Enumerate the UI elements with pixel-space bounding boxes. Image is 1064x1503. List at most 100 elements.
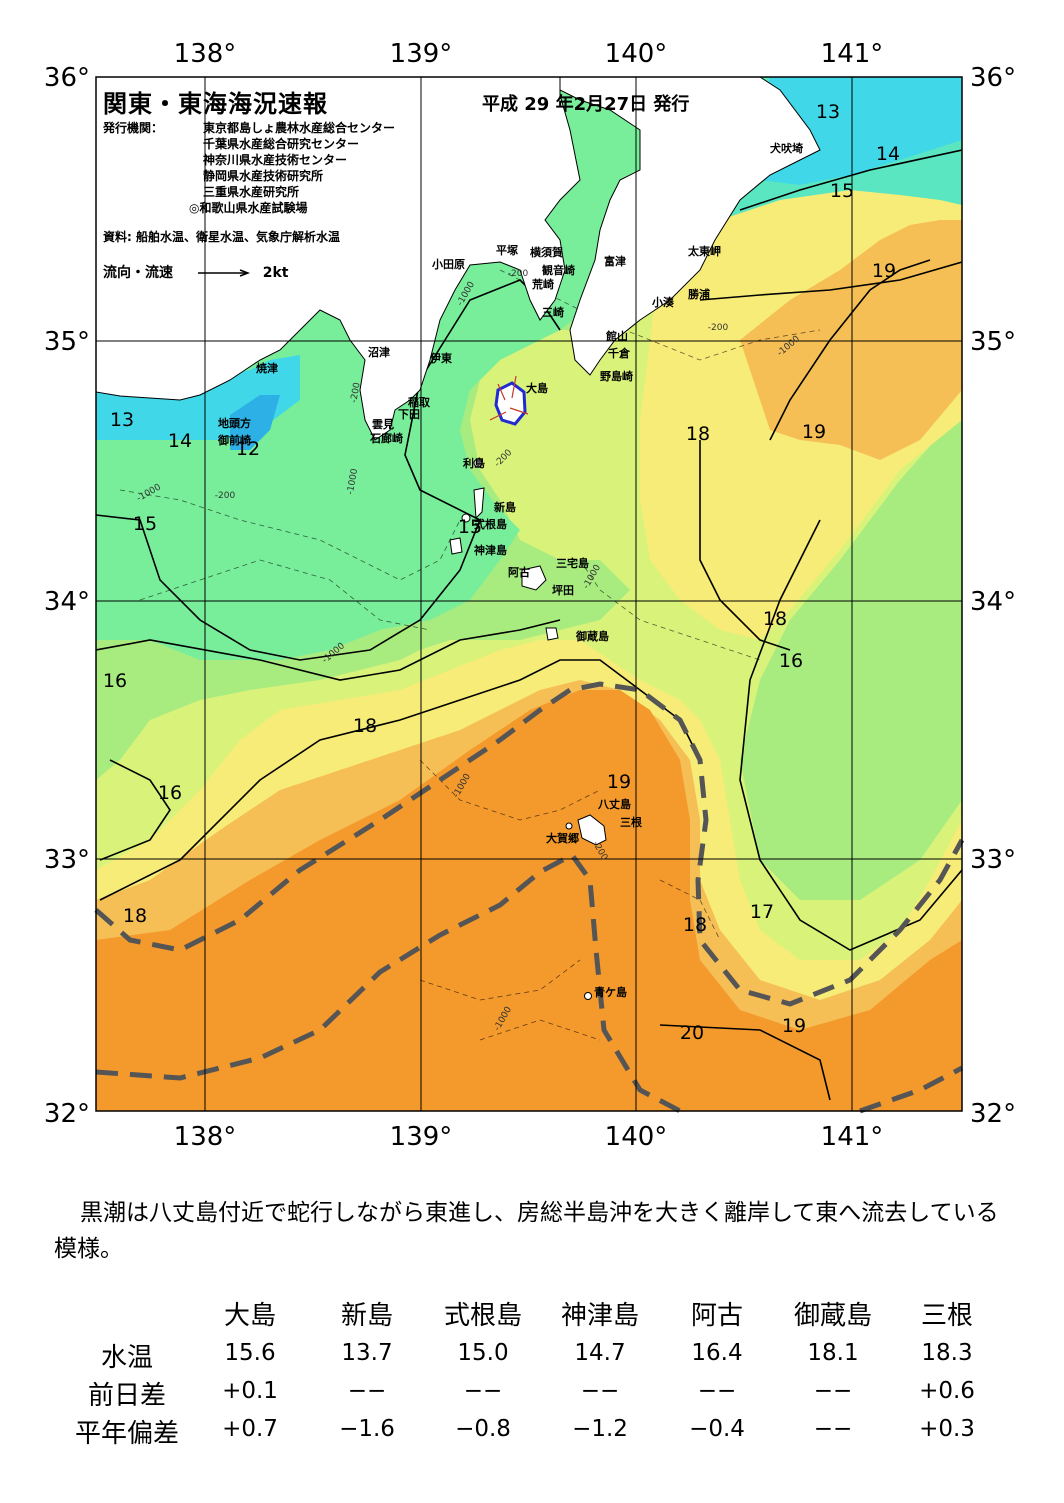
table-cell: 14.7 — [574, 1340, 626, 1366]
row-label: 水温 — [100, 1343, 153, 1373]
table-cell: 18.3 — [921, 1340, 973, 1366]
place-label: 下田 — [398, 408, 420, 421]
isotherm-label: 18 — [123, 905, 147, 927]
place-label: 太東岬 — [687, 244, 721, 258]
isotherm-label: 15 — [133, 513, 157, 535]
isotherm-label: 18 — [763, 608, 787, 630]
column-header: 阿古 — [690, 1301, 743, 1331]
place-label: 小湊 — [651, 295, 674, 309]
table-cell: 18.1 — [807, 1340, 859, 1366]
band-16c-east — [740, 410, 962, 900]
table-cell: +0.6 — [919, 1378, 975, 1404]
table-cell: 13.7 — [341, 1340, 393, 1366]
land-masses — [95, 76, 821, 1000]
place-label: 平塚 — [496, 243, 518, 257]
kanto-miura — [95, 76, 581, 441]
mikurajima-island — [545, 627, 559, 641]
depth-label: -200 — [708, 323, 729, 333]
depth-label: -200 — [508, 269, 529, 279]
lon-labels-bottom: 138° 139° 140° 141° — [174, 1122, 884, 1152]
isotherm-label: 19 — [802, 421, 826, 443]
column-header: 神津島 — [560, 1301, 639, 1331]
lon-label-138-bottom: 138° — [174, 1122, 237, 1152]
flow-legend: 流向・流速 2kt — [103, 262, 289, 282]
table-header-row: 大島 新島 式根島 神津島 阿古 御蔵島 三根 — [0, 1295, 1064, 1335]
lat-label-32-left: 32° — [44, 1099, 90, 1129]
place-label: 石廊崎 — [369, 431, 403, 445]
data-source: 資料: 船舶水温、衛星水温、気象庁解析水温 — [103, 230, 340, 244]
lat-labels-left: 36° 35° 34° 33° 32° — [44, 63, 90, 1129]
isotherm-label: 20 — [680, 1022, 704, 1044]
isotherm-label: 15 — [830, 180, 854, 202]
issuer-item: 千葉県水産総合研究センター — [203, 137, 360, 151]
table-cell: +0.1 — [222, 1378, 278, 1404]
place-label: 地頭方 — [218, 416, 251, 430]
place-label: 稲取 — [408, 395, 430, 409]
lat-label-35-right: 35° — [970, 327, 1016, 357]
depth-label: -200 — [215, 491, 236, 501]
place-label: 焼津 — [256, 361, 278, 375]
place-label: 千倉 — [608, 346, 631, 360]
legend-arrow-icon — [197, 269, 250, 277]
place-label: 伊東 — [429, 351, 453, 365]
map-canvas: 138° 139° 140° 141° 138° 139° 140° 141° … — [44, 39, 1016, 1152]
summary-text: 黒潮は八丈島付近で蛇行しながら東進し、房総半島沖を大きく離岸して東へ流去している… — [54, 1200, 999, 1262]
isotherm-labels: 13 14 15 19 13 14 12 18 19 15 15 18 16 1… — [103, 101, 900, 1044]
table-cell: −− — [813, 1416, 853, 1442]
column-header: 大島 — [223, 1301, 276, 1331]
map-title: 関東・東海海況速報 — [103, 90, 328, 118]
map-frame — [95, 76, 963, 1112]
place-label: 青ケ島 — [594, 985, 627, 999]
isotherm-label: 14 — [168, 430, 192, 452]
lat-label-34-left: 34° — [44, 587, 90, 617]
isotherm-label: 16 — [158, 782, 182, 804]
place-label: 横須賀 — [530, 245, 563, 259]
column-header: 三根 — [920, 1301, 973, 1331]
lon-label-138-top: 138° — [174, 39, 237, 69]
place-label: 御前崎 — [217, 433, 251, 447]
place-label: 式根島 — [474, 517, 507, 531]
issue-date: 平成 29 年2月27日 発行 — [482, 94, 690, 115]
isotherm-label: 18 — [686, 423, 710, 445]
band-19c-north — [740, 220, 962, 460]
place-label: 犬吠埼 — [770, 141, 803, 155]
depth-contours — [119, 269, 821, 1041]
band-20c-inner — [96, 840, 700, 1111]
band-12c-west — [230, 395, 280, 450]
lat-label-36-left: 36° — [44, 63, 90, 93]
table-cell: −0.8 — [455, 1416, 511, 1442]
lat-labels-right: 36° 35° 34° 33° 32° — [970, 63, 1016, 1129]
place-label: 御蔵島 — [575, 629, 609, 643]
kozushima-island — [449, 537, 463, 555]
place-label: 新島 — [494, 500, 516, 514]
place-label: 雲見 — [372, 418, 394, 431]
niijima-island — [473, 487, 485, 520]
table-row: 水温 15.6 13.7 15.0 14.7 16.4 18.1 18.3 — [0, 1337, 1064, 1377]
lon-label-141-bottom: 141° — [821, 1122, 884, 1152]
column-header: 御蔵島 — [793, 1301, 872, 1331]
table-row: 平年偏差 +0.7 −1.6 −0.8 −1.2 −0.4 −− +0.3 — [0, 1413, 1064, 1453]
lon-label-140-bottom: 140° — [605, 1122, 668, 1152]
legend-speed: 2kt — [262, 265, 289, 281]
place-label: 小田原 — [431, 257, 465, 271]
grid — [96, 77, 962, 1111]
isotherm-label: 18 — [683, 914, 707, 936]
place-label: 坪田 — [552, 584, 574, 597]
table-cell: 16.4 — [691, 1340, 743, 1366]
isotherm-label: 14 — [876, 143, 900, 165]
isotherm-lines — [96, 149, 962, 1101]
column-header: 式根島 — [443, 1301, 522, 1331]
table-cell: −1.6 — [339, 1416, 395, 1442]
table-cell: −− — [813, 1378, 853, 1404]
place-label: 阿古 — [508, 565, 530, 579]
lat-label-32-right: 32° — [970, 1099, 1016, 1129]
flow-arrows — [489, 375, 529, 421]
table-cell: −− — [697, 1378, 737, 1404]
place-label: 勝浦 — [688, 287, 710, 301]
isotherm-label: 15 — [458, 516, 482, 538]
hachijo-kojima — [565, 822, 573, 830]
row-label: 平年偏差 — [74, 1419, 179, 1449]
place-label: 富津 — [604, 254, 626, 268]
miyakejima-island — [521, 565, 547, 591]
place-label: 沼津 — [368, 345, 390, 359]
